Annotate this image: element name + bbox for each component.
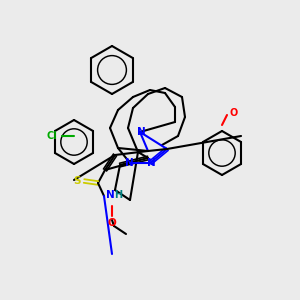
- Text: N: N: [124, 158, 134, 168]
- Text: N: N: [106, 190, 115, 200]
- Text: H: H: [114, 190, 122, 200]
- Text: N: N: [147, 158, 155, 168]
- Text: O: O: [108, 218, 116, 228]
- Text: S: S: [73, 176, 81, 186]
- Text: Cl: Cl: [46, 131, 57, 141]
- Text: O: O: [230, 108, 238, 118]
- Text: N: N: [136, 127, 146, 137]
